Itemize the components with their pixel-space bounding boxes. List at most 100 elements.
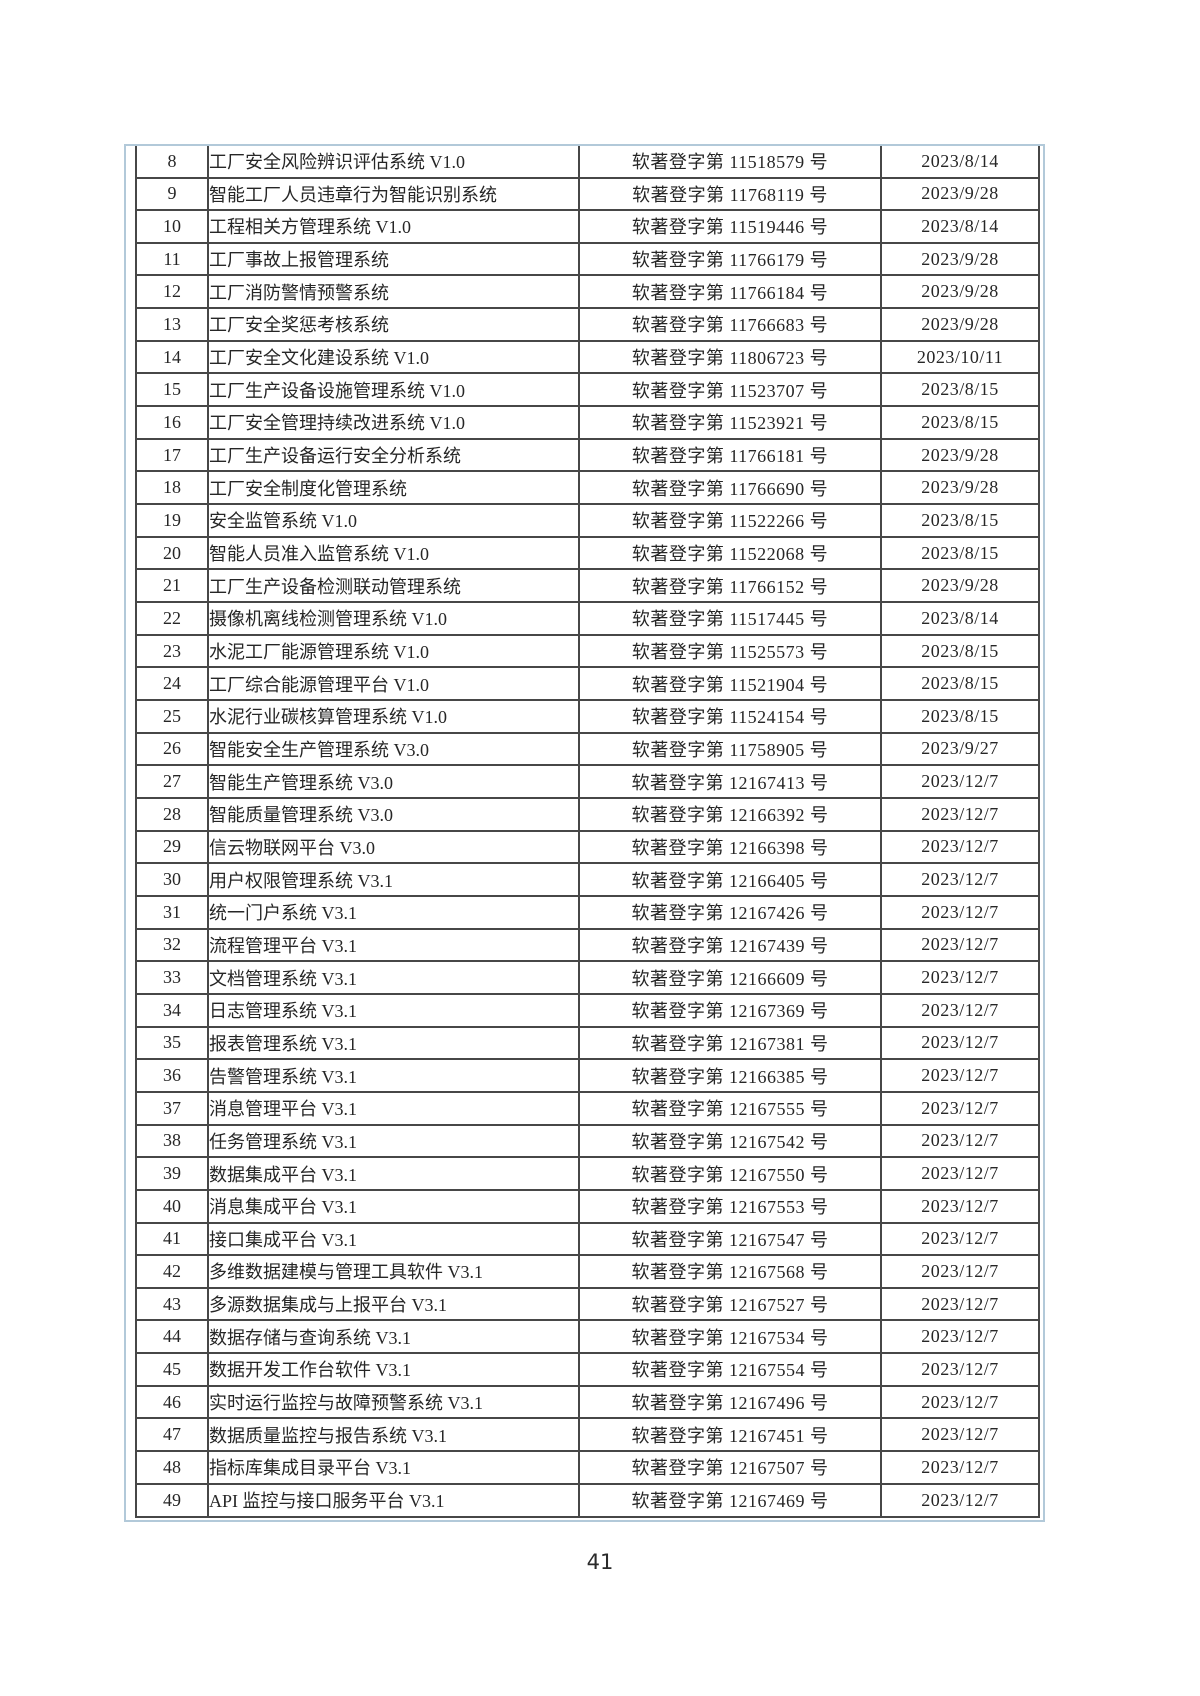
row-number-cell: 32 — [135, 927, 209, 963]
table-row: 37 消息管理平台 V3.1 软著登字第 12167555 号 2023/12/… — [135, 1090, 1040, 1126]
software-name-cell: 统一门户系统 V3.1 — [207, 894, 580, 930]
software-name-cell: 工厂安全制度化管理系统 — [207, 470, 580, 506]
table-row: 36 告警管理系统 V3.1 软著登字第 12166385 号 2023/12/… — [135, 1058, 1040, 1093]
registration-number-cell: 软著登字第 12167568 号 — [578, 1254, 882, 1289]
row-number-cell: 45 — [135, 1352, 209, 1387]
registration-number-cell: 软著登字第 12166392 号 — [578, 796, 882, 832]
table-row: 41 接口集成平台 V3.1 软著登字第 12167547 号 2023/12/… — [135, 1221, 1040, 1257]
registration-number-cell: 软著登字第 12167413 号 — [578, 764, 882, 799]
registration-number-cell: 软著登字第 12166609 号 — [578, 960, 882, 995]
software-name-cell: 日志管理系统 V3.1 — [207, 992, 580, 1028]
table-row: 42 多维数据建模与管理工具软件 V3.1 软著登字第 12167568 号 2… — [135, 1254, 1040, 1289]
registration-date-cell: 2023/8/15 — [880, 633, 1040, 669]
software-name-cell: 工厂生产设备检测联动管理系统 — [207, 568, 580, 604]
software-name-cell: 用户权限管理系统 V3.1 — [207, 862, 580, 897]
table-row: 38 任务管理系统 V3.1 软著登字第 12167542 号 2023/12/… — [135, 1123, 1040, 1159]
software-name-cell: 实时运行监控与故障预警系统 V3.1 — [207, 1384, 580, 1420]
table-row: 13 工厂安全奖惩考核系统 软著登字第 11766683 号 2023/9/28 — [135, 307, 1040, 342]
registration-date-cell: 2023/12/7 — [880, 1156, 1040, 1191]
registration-number-cell: 软著登字第 11766683 号 — [578, 307, 882, 342]
row-number-cell: 8 — [135, 146, 209, 179]
software-name-cell: 工厂生产设备运行安全分析系统 — [207, 437, 580, 473]
registration-date-cell: 2023/12/7 — [880, 1417, 1040, 1453]
registration-date-cell: 2023/8/15 — [880, 699, 1040, 734]
registration-date-cell: 2023/12/7 — [880, 894, 1040, 930]
row-number-cell: 43 — [135, 1286, 209, 1322]
table-row: 29 信云物联网平台 V3.0 软著登字第 12166398 号 2023/12… — [135, 829, 1040, 865]
registration-date-cell: 2023/9/28 — [880, 437, 1040, 473]
registration-date-cell: 2023/12/7 — [880, 1286, 1040, 1322]
table-row: 17 工厂生产设备运行安全分析系统 软著登字第 11766181 号 2023/… — [135, 437, 1040, 473]
software-name-cell: 智能生产管理系统 V3.0 — [207, 764, 580, 799]
table-row: 18 工厂安全制度化管理系统 软著登字第 11766690 号 2023/9/2… — [135, 470, 1040, 506]
row-number-cell: 19 — [135, 503, 209, 538]
registration-number-cell: 软著登字第 11519446 号 — [578, 209, 882, 244]
software-copyright-table: 8 工厂安全风险辨识评估系统 V1.0 软著登字第 11518579 号 202… — [135, 146, 1040, 1519]
registration-number-cell: 软著登字第 12166398 号 — [578, 829, 882, 865]
table-row: 22 摄像机离线检测管理系统 V1.0 软著登字第 11517445 号 202… — [135, 601, 1040, 636]
registration-number-cell: 软著登字第 11766184 号 — [578, 274, 882, 310]
software-name-cell: 数据质量监控与报告系统 V3.1 — [207, 1417, 580, 1453]
table-row: 11 工厂事故上报管理系统 软著登字第 11766179 号 2023/9/28 — [135, 241, 1040, 277]
table-row: 8 工厂安全风险辨识评估系统 V1.0 软著登字第 11518579 号 202… — [135, 146, 1040, 179]
row-number-cell: 35 — [135, 1025, 209, 1061]
software-name-cell: 文档管理系统 V3.1 — [207, 960, 580, 995]
row-number-cell: 17 — [135, 437, 209, 473]
row-number-cell: 12 — [135, 274, 209, 310]
software-name-cell: 工厂安全风险辨识评估系统 V1.0 — [207, 146, 580, 179]
table-row: 40 消息集成平台 V3.1 软著登字第 12167553 号 2023/12/… — [135, 1188, 1040, 1224]
registration-date-cell: 2023/12/7 — [880, 796, 1040, 832]
software-name-cell: 多源数据集成与上报平台 V3.1 — [207, 1286, 580, 1322]
registration-number-cell: 软著登字第 11766152 号 — [578, 568, 882, 604]
registration-date-cell: 2023/9/28 — [880, 568, 1040, 604]
software-name-cell: 任务管理系统 V3.1 — [207, 1123, 580, 1159]
table-row: 16 工厂安全管理持续改进系统 V1.0 软著登字第 11523921 号 20… — [135, 405, 1040, 440]
row-number-cell: 15 — [135, 372, 209, 408]
row-number-cell: 36 — [135, 1058, 209, 1093]
registration-date-cell: 2023/12/7 — [880, 1123, 1040, 1159]
row-number-cell: 30 — [135, 862, 209, 897]
row-number-cell: 42 — [135, 1254, 209, 1289]
registration-number-cell: 软著登字第 11524154 号 — [578, 699, 882, 734]
registration-number-cell: 软著登字第 12167426 号 — [578, 894, 882, 930]
software-name-cell: 数据集成平台 V3.1 — [207, 1156, 580, 1191]
table-row: 14 工厂安全文化建设系统 V1.0 软著登字第 11806723 号 2023… — [135, 339, 1040, 375]
registration-number-cell: 软著登字第 11766181 号 — [578, 437, 882, 473]
registration-number-cell: 软著登字第 11766179 号 — [578, 241, 882, 277]
row-number-cell: 49 — [135, 1482, 209, 1519]
row-number-cell: 34 — [135, 992, 209, 1028]
registration-number-cell: 软著登字第 11768119 号 — [578, 176, 882, 212]
registration-date-cell: 2023/10/11 — [880, 339, 1040, 375]
registration-date-cell: 2023/12/7 — [880, 862, 1040, 897]
table-row: 49 API 监控与接口服务平台 V3.1 软著登字第 12167469 号 2… — [135, 1482, 1040, 1519]
row-number-cell: 26 — [135, 731, 209, 767]
registration-number-cell: 软著登字第 12167554 号 — [578, 1352, 882, 1387]
table-row: 15 工厂生产设备设施管理系统 V1.0 软著登字第 11523707 号 20… — [135, 372, 1040, 408]
table-row: 33 文档管理系统 V3.1 软著登字第 12166609 号 2023/12/… — [135, 960, 1040, 995]
registration-date-cell: 2023/9/28 — [880, 274, 1040, 310]
registration-date-cell: 2023/12/7 — [880, 1352, 1040, 1387]
row-number-cell: 10 — [135, 209, 209, 244]
registration-date-cell: 2023/12/7 — [880, 1188, 1040, 1224]
page-number: 41 — [586, 1550, 614, 1574]
table-row: 19 安全监管系统 V1.0 软著登字第 11522266 号 2023/8/1… — [135, 503, 1040, 538]
row-number-cell: 47 — [135, 1417, 209, 1453]
registration-date-cell: 2023/12/7 — [880, 1058, 1040, 1093]
table-row: 26 智能安全生产管理系统 V3.0 软著登字第 11758905 号 2023… — [135, 731, 1040, 767]
registration-number-cell: 软著登字第 12166385 号 — [578, 1058, 882, 1093]
table-row: 27 智能生产管理系统 V3.0 软著登字第 12167413 号 2023/1… — [135, 764, 1040, 799]
table-row: 34 日志管理系统 V3.1 软著登字第 12167369 号 2023/12/… — [135, 992, 1040, 1028]
registration-date-cell: 2023/8/15 — [880, 372, 1040, 408]
table-row: 45 数据开发工作台软件 V3.1 软著登字第 12167554 号 2023/… — [135, 1352, 1040, 1387]
registration-date-cell: 2023/12/7 — [880, 764, 1040, 799]
registration-date-cell: 2023/12/7 — [880, 1254, 1040, 1289]
registration-date-cell: 2023/8/15 — [880, 666, 1040, 701]
software-name-cell: 数据开发工作台软件 V3.1 — [207, 1352, 580, 1387]
registration-date-cell: 2023/8/15 — [880, 405, 1040, 440]
registration-date-cell: 2023/12/7 — [880, 927, 1040, 963]
table-row: 23 水泥工厂能源管理系统 V1.0 软著登字第 11525573 号 2023… — [135, 633, 1040, 669]
registration-date-cell: 2023/12/7 — [880, 1221, 1040, 1257]
software-name-cell: 消息管理平台 V3.1 — [207, 1090, 580, 1126]
registration-number-cell: 软著登字第 12167451 号 — [578, 1417, 882, 1453]
software-name-cell: 安全监管系统 V1.0 — [207, 503, 580, 538]
